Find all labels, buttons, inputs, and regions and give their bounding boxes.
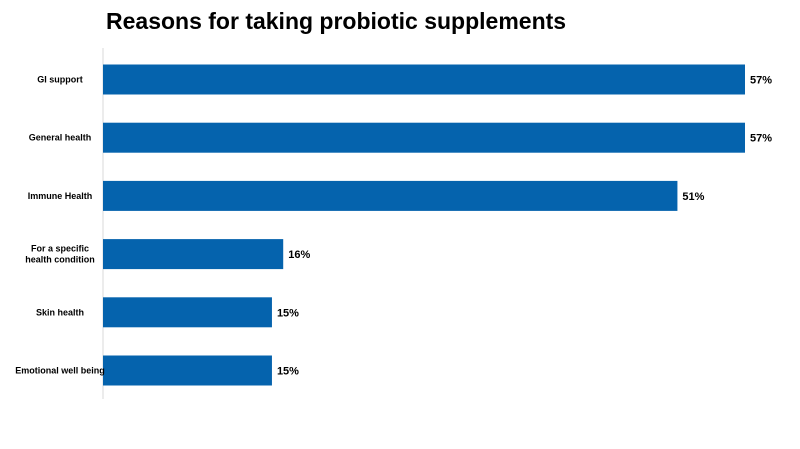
labels-layer: 57% GI support 57% General health 51% Immune … <box>15 75 772 378</box>
chart-title: Reasons for taking probiotic supplements <box>106 8 567 34</box>
value-label-2: 51% <box>682 191 704 203</box>
category-label-0: GI support <box>37 75 83 85</box>
bar-3 <box>103 239 284 270</box>
value-label-0: 57% <box>750 75 772 87</box>
bar-2 <box>103 180 678 211</box>
value-label-5: 15% <box>277 366 299 378</box>
value-label-1: 57% <box>750 133 772 145</box>
category-label-5: Emotional well being <box>15 366 105 376</box>
bar-4 <box>103 297 272 328</box>
category-label-2: Immune Health <box>28 191 93 201</box>
value-label-4: 15% <box>277 307 299 319</box>
category-label-4: Skin health <box>36 307 84 317</box>
value-label-3: 16% <box>288 249 310 261</box>
bar-1 <box>103 122 745 153</box>
category-label-3: For a specific health condition <box>25 244 95 265</box>
bar-5 <box>103 355 272 386</box>
bars-layer <box>103 64 745 386</box>
bar-0 <box>103 64 745 95</box>
category-label-1: General health <box>29 133 92 143</box>
